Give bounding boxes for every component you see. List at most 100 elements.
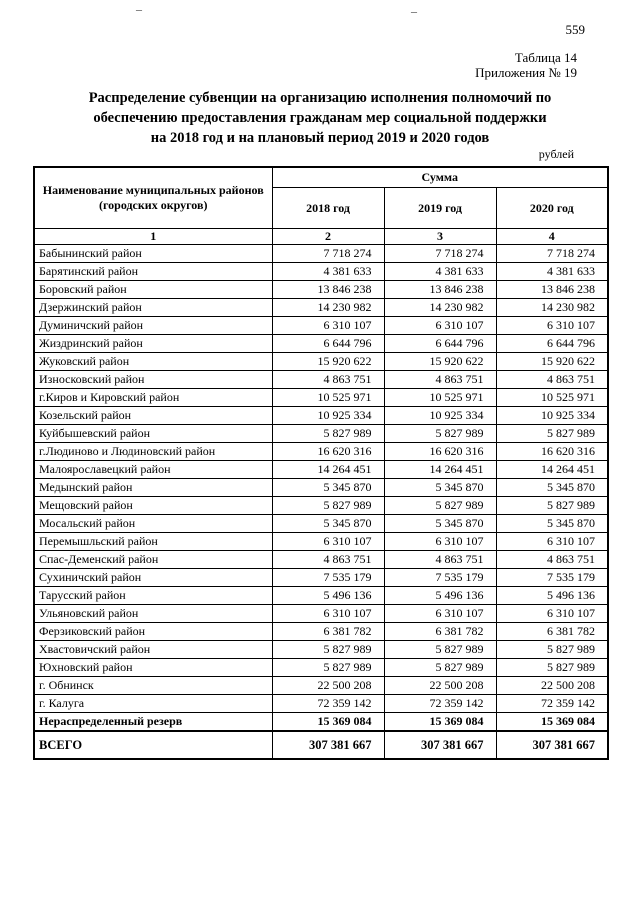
- amount-cell: 10 525 971: [495, 388, 609, 407]
- amount-cell: 307 381 667: [495, 730, 609, 760]
- table-row: Бабынинский район 7 718 274 7 718 274 7 718…: [33, 244, 609, 263]
- amount-cell: 5 496 136: [271, 586, 385, 605]
- district-name-cell: Юхновский район: [33, 658, 273, 677]
- district-name-cell: г.Людиново и Людиновский район: [33, 442, 273, 461]
- district-name-cell: Износковский район: [33, 370, 273, 389]
- amount-cell: 7 718 274: [383, 244, 497, 263]
- amount-cell: 16 620 316: [383, 442, 497, 461]
- amount-cell: 10 525 971: [271, 388, 385, 407]
- column-header-2018: 2018 год: [271, 187, 385, 229]
- table-row: Жуковский район 15 920 622 15 920 622 15 92…: [33, 352, 609, 371]
- table-row: Износковский район 4 863 751 4 863 751 4 86…: [33, 370, 609, 389]
- amount-cell: 5 827 989: [495, 424, 609, 443]
- subvention-table: Наименование муниципальных районов (горо…: [33, 166, 610, 760]
- district-name-cell: Думиничский район: [33, 316, 273, 335]
- amount-cell: 10 525 971: [383, 388, 497, 407]
- district-name-cell: Боровский район: [33, 280, 273, 299]
- column-header-sum: Сумма: [271, 166, 609, 188]
- district-name-cell: Куйбышевский район: [33, 424, 273, 443]
- amount-cell: 22 500 208: [383, 676, 497, 695]
- table-row: г. Калуга 72 359 142 72 359 142 72 359 142: [33, 694, 609, 713]
- table-row: Мещовский район 5 827 989 5 827 989 5 827 9…: [33, 496, 609, 515]
- amount-cell: 4 863 751: [383, 550, 497, 569]
- column-header-2020: 2020 год: [495, 187, 609, 229]
- amount-cell: 7 718 274: [495, 244, 609, 263]
- amount-cell: 5 345 870: [383, 514, 497, 533]
- district-name-cell: Бабынинский район: [33, 244, 273, 263]
- column-number: 4: [495, 228, 609, 245]
- district-name-cell: Ульяновский район: [33, 604, 273, 623]
- amount-cell: 7 535 179: [495, 568, 609, 587]
- table-row: г.Людиново и Людиновский район 16 620 316…: [33, 442, 609, 461]
- column-number: 2: [271, 228, 385, 245]
- amount-cell: 4 381 633: [495, 262, 609, 281]
- column-header-2019: 2019 год: [383, 187, 497, 229]
- table-label: Таблица 14: [514, 50, 577, 65]
- amount-cell: 14 264 451: [271, 460, 385, 479]
- amount-cell: 4 863 751: [495, 370, 609, 389]
- table-row: Ферзиковский район 6 381 782 6 381 782 6 38…: [33, 622, 609, 641]
- amount-cell: 6 644 796: [271, 334, 385, 353]
- district-name-cell: г. Обнинск: [33, 676, 273, 695]
- table-appendix-labels: Таблица 14 Приложения № 19: [475, 50, 577, 81]
- amount-cell: 6 644 796: [383, 334, 497, 353]
- district-name-cell: г.Киров и Кировский район: [33, 388, 273, 407]
- amount-cell: 10 925 334: [383, 406, 497, 425]
- amount-cell: 15 920 622: [271, 352, 385, 371]
- amount-cell: 16 620 316: [271, 442, 385, 461]
- amount-cell: 5 345 870: [271, 478, 385, 497]
- appendix-label: Приложения № 19: [475, 65, 577, 81]
- table-row: Малоярославецкий район 14 264 451 14 264 4…: [33, 460, 609, 479]
- amount-cell: 10 925 334: [495, 406, 609, 425]
- amount-cell: 4 381 633: [383, 262, 497, 281]
- district-name-cell: Нераспределенный резерв: [33, 712, 273, 732]
- district-name-cell: ВСЕГО: [33, 730, 273, 760]
- table-row: Юхновский район 5 827 989 5 827 989 5 827 9…: [33, 658, 609, 677]
- amount-cell: 5 827 989: [271, 424, 385, 443]
- column-number: 3: [383, 228, 497, 245]
- table-row: Тарусский район 5 496 136 5 496 136 5 496 1…: [33, 586, 609, 605]
- amount-cell: 72 359 142: [495, 694, 609, 713]
- header-row-years: 2018 год 2019 год 2020 год: [34, 187, 609, 229]
- amount-cell: 6 310 107: [495, 532, 609, 551]
- column-number: 1: [33, 228, 273, 245]
- district-name-cell: г. Калуга: [33, 694, 273, 713]
- table-row: Перемышльский район 6 310 107 6 310 107 6 3…: [33, 532, 609, 551]
- amount-cell: 5 827 989: [495, 658, 609, 677]
- amount-cell: 5 496 136: [383, 586, 497, 605]
- amount-cell: 6 310 107: [271, 604, 385, 623]
- district-name-cell: Спас-Деменский район: [33, 550, 273, 569]
- table-row: Думиничский район 6 310 107 6 310 107 6 310…: [33, 316, 609, 335]
- amount-cell: 6 381 782: [495, 622, 609, 641]
- table-row: Хвастовичский район 5 827 989 5 827 989 5 8…: [33, 640, 609, 659]
- amount-cell: 14 264 451: [495, 460, 609, 479]
- units-label: рублей: [538, 147, 574, 161]
- table-row: Козельский район 10 925 334 10 925 334 10 9…: [33, 406, 609, 425]
- table-row: Дзержинский район 14 230 982 14 230 982 14 …: [33, 298, 609, 317]
- amount-cell: 5 345 870: [495, 478, 609, 497]
- district-name-cell: Ферзиковский район: [33, 622, 273, 641]
- district-name-cell: Жиздринский район: [33, 334, 273, 353]
- table-row: Спас-Деменский район 4 863 751 4 863 751 4 …: [33, 550, 609, 569]
- amount-cell: 14 230 982: [271, 298, 385, 317]
- district-name-cell: Тарусский район: [33, 586, 273, 605]
- amount-cell: 5 496 136: [495, 586, 609, 605]
- amount-cell: 14 230 982: [495, 298, 609, 317]
- table-row: Нераспределенный резерв 15 369 084 15 369 …: [33, 712, 609, 732]
- amount-cell: 72 359 142: [271, 694, 385, 713]
- amount-cell: 72 359 142: [383, 694, 497, 713]
- table-body: Бабынинский район 7 718 274 7 718 274 7 718…: [33, 244, 609, 760]
- amount-cell: 5 827 989: [271, 658, 385, 677]
- amount-cell: 5 827 989: [383, 658, 497, 677]
- amount-cell: 13 846 238: [271, 280, 385, 299]
- amount-cell: 307 381 667: [271, 730, 385, 760]
- amount-cell: 4 381 633: [271, 262, 385, 281]
- table-row: Медынский район 5 345 870 5 345 870 5 345 8…: [33, 478, 609, 497]
- scan-artifact: –: [411, 4, 417, 18]
- amount-cell: 13 846 238: [383, 280, 497, 299]
- amount-cell: 14 230 982: [383, 298, 497, 317]
- amount-cell: 13 846 238: [495, 280, 609, 299]
- table-row: г.Киров и Кировский район 10 525 971 10 52…: [33, 388, 609, 407]
- amount-cell: 6 310 107: [383, 532, 497, 551]
- table-row: Мосальский район 5 345 870 5 345 870 5 345 …: [33, 514, 609, 533]
